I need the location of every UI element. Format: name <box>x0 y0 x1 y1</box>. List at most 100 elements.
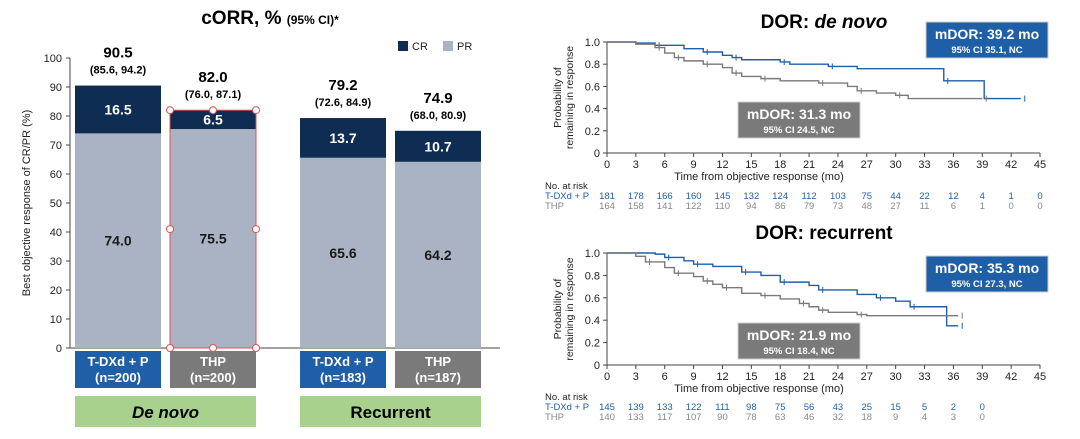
median-ci-label: 95% CI 24.5, NC <box>763 125 834 136</box>
bar-pr-label: 64.2 <box>424 247 451 263</box>
km-x-tick-label: 6 <box>662 159 668 171</box>
at-risk-value: 75 <box>775 402 786 413</box>
km-x-tick-label: 30 <box>890 371 902 383</box>
km-y-tick-label: 0.2 <box>585 338 600 350</box>
y-tick-label: 100 <box>44 53 62 65</box>
km-x-tick-label: 12 <box>716 371 728 383</box>
at-risk-value: 78 <box>746 412 757 423</box>
km-y-tick-label: 0.8 <box>585 59 600 71</box>
y-axis-label: Best objective response of CR/PR (%) <box>21 110 33 296</box>
at-risk-value: 6 <box>951 201 956 212</box>
median-box <box>925 21 1049 59</box>
y-tick-label: 20 <box>50 285 62 297</box>
legend-label-cr: CR <box>412 41 428 53</box>
median-ci-label: 95% CI 18.4, NC <box>763 346 834 357</box>
arm-n-label: (n=183) <box>320 370 366 385</box>
at-risk-value: 90 <box>717 412 728 423</box>
group-banner <box>75 396 256 427</box>
median-box <box>925 255 1049 293</box>
median-label: mDOR: 21.9 mo <box>747 327 851 343</box>
bar-cr <box>395 130 481 162</box>
km-x-tick-label: 3 <box>633 159 639 171</box>
km-y-axis-label: remaining in response <box>564 46 576 149</box>
at-risk-value: 63 <box>775 412 786 423</box>
km-x-axis-label: Time from objective response (mo) <box>674 171 844 183</box>
at-risk-value: 110 <box>715 201 730 212</box>
km-x-tick-label: 39 <box>976 159 988 171</box>
bar-cr <box>75 85 161 134</box>
km-curve-thp <box>607 252 959 317</box>
km-x-tick-label: 42 <box>1005 371 1017 383</box>
y-tick-label: 40 <box>50 227 62 239</box>
km-x-tick-label: 39 <box>976 371 988 383</box>
at-risk-value: 27 <box>890 201 901 212</box>
at-risk-value: 122 <box>686 201 702 212</box>
km-title: DOR: recurrent <box>755 223 893 244</box>
at-risk-value: 4 <box>980 191 985 202</box>
km-x-tick-label: 9 <box>691 159 697 171</box>
km-y-tick-label: 0.2 <box>585 126 600 138</box>
km-y-tick-label: 1.0 <box>585 248 600 260</box>
at-risk-value: 112 <box>801 191 816 202</box>
km-x-tick-label: 3 <box>633 371 639 383</box>
at-risk-value: 139 <box>628 402 644 413</box>
km-x-tick-label: 0 <box>604 159 610 171</box>
bar-pr <box>395 161 481 348</box>
at-risk-value: 3 <box>951 412 956 423</box>
at-risk-value: 140 <box>599 412 615 423</box>
bar-pr-label: 75.5 <box>199 231 226 247</box>
km-x-tick-label: 45 <box>1034 159 1046 171</box>
selection-handle <box>252 106 260 115</box>
at-risk-value: 15 <box>890 402 901 413</box>
km-x-tick-label: 33 <box>918 371 930 383</box>
at-risk-value: 117 <box>657 412 672 423</box>
at-risk-arm-label: T-DXd + P <box>545 402 589 413</box>
at-risk-arm-label: THP <box>545 412 564 423</box>
at-risk-value: 56 <box>804 402 815 413</box>
y-tick-label: 60 <box>50 169 62 181</box>
at-risk-value: 9 <box>893 412 898 423</box>
km-x-tick-label: 24 <box>832 371 844 383</box>
at-risk-arm-label: T-DXd + P <box>545 191 589 202</box>
at-risk-value: 86 <box>775 201 786 212</box>
at-risk-value: 141 <box>657 201 673 212</box>
bar-cr-label: 10.7 <box>424 138 451 154</box>
km-x-tick-label: 18 <box>774 371 786 383</box>
bar-ci-label: (72.6, 84.9) <box>315 97 372 109</box>
median-label: mDOR: 35.3 mo <box>935 260 1039 276</box>
median-box <box>737 322 861 360</box>
arm-label-box <box>395 351 481 388</box>
arm-label: THP <box>200 354 226 369</box>
y-tick-label: 80 <box>50 111 62 123</box>
legend-label-pr: PR <box>457 41 472 53</box>
km-y-tick-label: 0.6 <box>585 81 600 93</box>
group-banner <box>300 396 481 427</box>
km-y-tick-label: 0.4 <box>585 104 600 116</box>
at-risk-value: 132 <box>743 191 759 202</box>
bar-pr <box>170 129 256 348</box>
bar-pr-label: 65.6 <box>329 245 356 261</box>
arm-label-box <box>170 351 256 388</box>
bar-ci-label: (85.6, 94.2) <box>90 65 147 77</box>
km-x-tick-label: 45 <box>1034 371 1046 383</box>
km-x-tick-label: 27 <box>861 159 873 171</box>
at-risk-value: 166 <box>657 191 673 202</box>
km-x-tick-label: 30 <box>890 159 902 171</box>
km-x-tick-label: 18 <box>774 159 786 171</box>
km-title: DOR: de novo <box>761 12 888 33</box>
at-risk-value: 1 <box>980 201 985 212</box>
bar-pr <box>75 133 161 348</box>
at-risk-value: 4 <box>922 412 927 423</box>
at-risk-value: 145 <box>715 191 731 202</box>
km-x-tick-label: 0 <box>604 371 610 383</box>
at-risk-value: 164 <box>599 201 615 212</box>
at-risk-value: 160 <box>686 191 702 202</box>
median-ci-label: 95% CI 35.1, NC <box>951 45 1022 56</box>
km-x-tick-label: 24 <box>832 159 844 171</box>
selection-handle <box>166 106 174 115</box>
y-tick-label: 10 <box>50 314 62 326</box>
median-label: mDOR: 31.3 mo <box>747 106 851 122</box>
km-curve-tdxd <box>607 252 959 327</box>
km-y-tick-label: 0.6 <box>585 293 600 305</box>
bar-cr-label: 13.7 <box>329 130 356 146</box>
